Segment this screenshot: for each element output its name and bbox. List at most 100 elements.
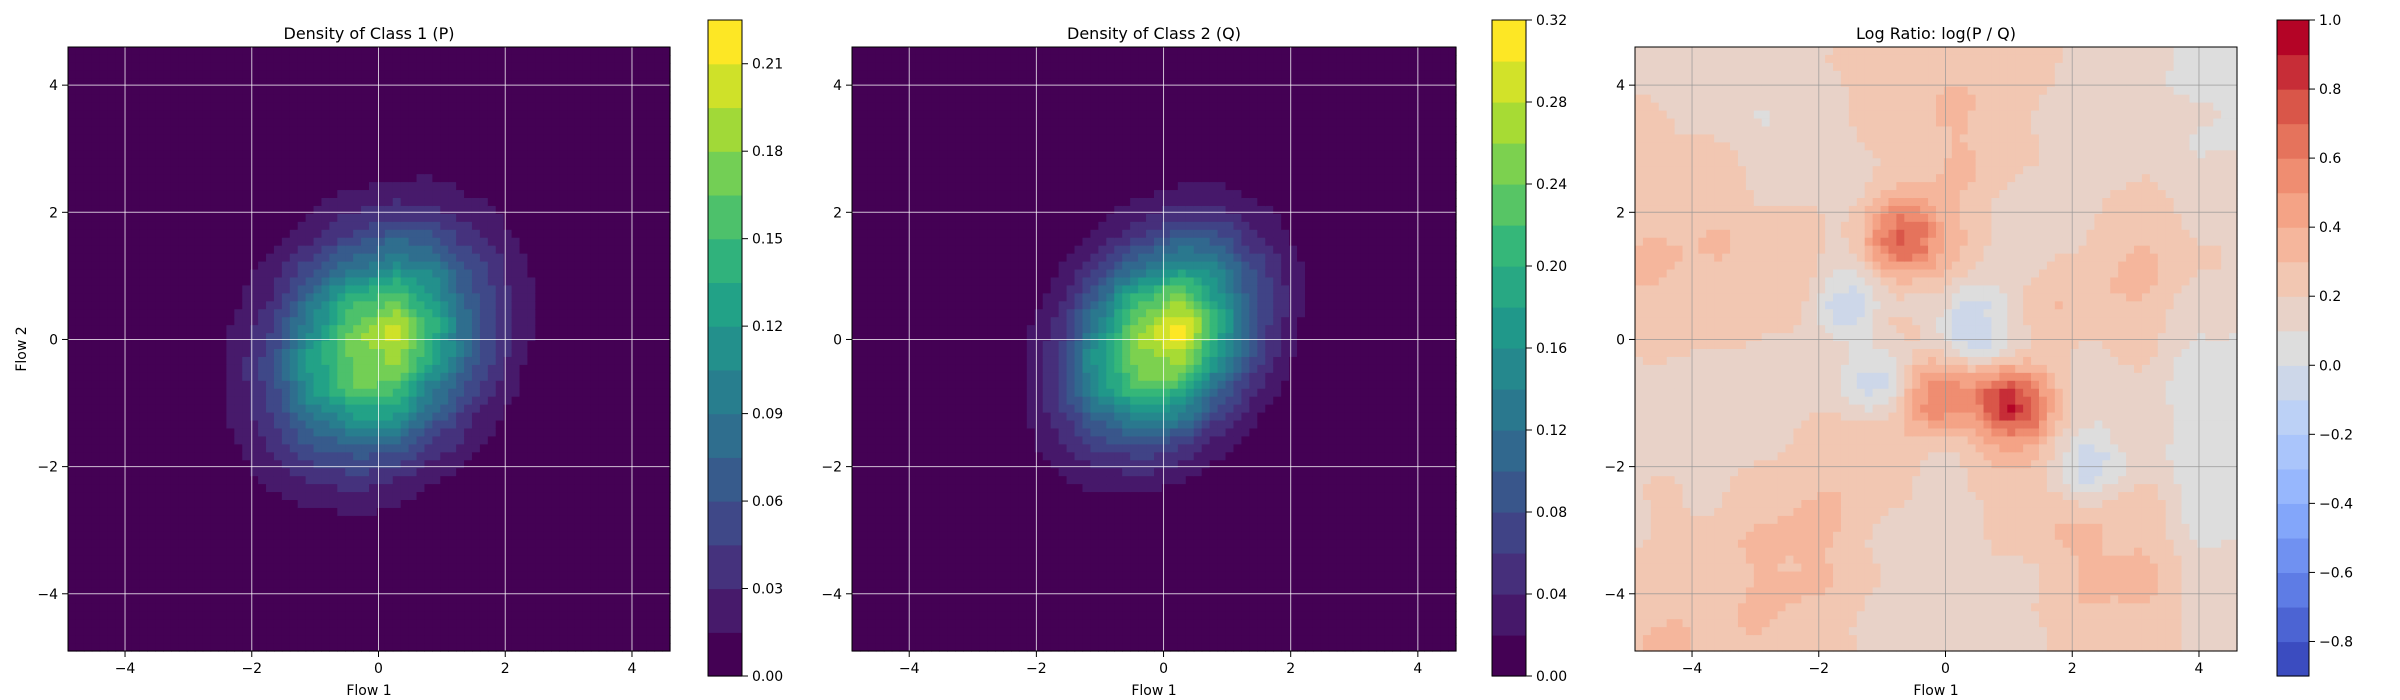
- heatmap-cell: [242, 70, 251, 80]
- heatmap-cell: [574, 221, 584, 231]
- heatmap-cell: [289, 198, 299, 207]
- heatmap-cell: [234, 372, 243, 382]
- heatmap-cell: [258, 325, 267, 334]
- heatmap-cell: [115, 500, 125, 509]
- heatmap-cell: [321, 190, 330, 199]
- heatmap-cell: [487, 643, 497, 652]
- heatmap-cell: [273, 364, 283, 374]
- heatmap-cell: [511, 595, 521, 604]
- heatmap-cell: [178, 213, 188, 223]
- heatmap-cell: [91, 579, 101, 589]
- heatmap-cell: [226, 110, 235, 120]
- heatmap-cell: [202, 118, 212, 128]
- heatmap-cell: [487, 166, 497, 175]
- heatmap-cell: [408, 444, 418, 453]
- heatmap-cell: [559, 221, 568, 231]
- heatmap-cell: [83, 547, 93, 557]
- heatmap-cell: [91, 325, 101, 334]
- heatmap-cell: [273, 452, 283, 461]
- heatmap-cell: [194, 412, 204, 422]
- heatmap-cell: [535, 563, 544, 573]
- heatmap-cell: [543, 182, 552, 191]
- heatmap-cell: [321, 619, 330, 628]
- heatmap-cell: [218, 190, 228, 199]
- heatmap-cell: [416, 356, 426, 366]
- heatmap-cell: [194, 293, 204, 302]
- heatmap-cell: [400, 603, 410, 612]
- heatmap-cell: [258, 245, 267, 255]
- heatmap-cell: [242, 492, 251, 501]
- heatmap-cell: [503, 142, 513, 151]
- heatmap-cell: [75, 643, 85, 652]
- heatmap-cell: [155, 587, 164, 596]
- heatmap-cell: [511, 372, 521, 382]
- heatmap-cell: [147, 587, 156, 596]
- heatmap-cell: [511, 341, 521, 350]
- heatmap-cell: [582, 198, 592, 207]
- heatmap-cell: [574, 166, 584, 175]
- heatmap-cell: [464, 396, 473, 406]
- heatmap-cell: [139, 102, 148, 112]
- heatmap-cell: [551, 70, 560, 80]
- heatmap-cell: [115, 94, 125, 104]
- heatmap-cell: [495, 118, 505, 128]
- heatmap-cell: [369, 237, 378, 247]
- heatmap-cell: [115, 229, 125, 239]
- heatmap-cell: [321, 150, 330, 159]
- heatmap-cell: [353, 619, 362, 628]
- heatmap-cell: [471, 190, 481, 199]
- heatmap-cell: [178, 325, 188, 334]
- heatmap-cell: [178, 269, 188, 279]
- heatmap-cell: [448, 134, 457, 143]
- heatmap-cell: [226, 476, 235, 485]
- heatmap-cell: [266, 571, 275, 581]
- heatmap-cell: [75, 468, 85, 477]
- heatmap-cell: [68, 643, 77, 652]
- heatmap-cell: [361, 110, 370, 120]
- heatmap-cell: [321, 229, 330, 239]
- heatmap-cell: [234, 539, 243, 549]
- heatmap-cell: [91, 627, 101, 636]
- heatmap-cell: [266, 317, 275, 326]
- heatmap-cell: [503, 579, 513, 589]
- heatmap-cell: [416, 420, 426, 430]
- heatmap-cell: [83, 54, 93, 64]
- heatmap-cell: [75, 507, 85, 517]
- heatmap-cell: [535, 86, 544, 96]
- heatmap-cell: [218, 603, 228, 612]
- heatmap-cell: [163, 182, 172, 191]
- heatmap-cell: [559, 635, 568, 644]
- heatmap-cell: [511, 587, 521, 596]
- heatmap-cell: [210, 436, 220, 445]
- heatmap-cell: [218, 515, 228, 525]
- heatmap-cell: [210, 118, 220, 128]
- heatmap-cell: [281, 277, 291, 287]
- heatmap-cell: [456, 476, 465, 485]
- heatmap-cell: [234, 86, 243, 96]
- heatmap-cell: [218, 555, 228, 565]
- heatmap-cell: [258, 507, 267, 517]
- heatmap-cell: [163, 126, 172, 136]
- heatmap-cell: [186, 595, 196, 604]
- heatmap-cell: [266, 325, 275, 334]
- heatmap-cell: [170, 261, 180, 271]
- heatmap-cell: [75, 388, 85, 398]
- heatmap-cell: [250, 325, 259, 334]
- heatmap-cell: [456, 555, 465, 565]
- heatmap-cell: [519, 476, 529, 485]
- heatmap-cell: [567, 412, 576, 422]
- heatmap-cell: [559, 563, 568, 573]
- heatmap-cell: [511, 364, 521, 374]
- heatmap-cell: [170, 253, 180, 263]
- heatmap-cell: [408, 333, 418, 342]
- heatmap-cell: [234, 134, 243, 143]
- heatmap-cell: [234, 213, 243, 223]
- heatmap-cell: [186, 110, 196, 120]
- heatmap-cell: [139, 468, 148, 477]
- heatmap-cell: [345, 452, 354, 461]
- heatmap-cell: [471, 158, 481, 167]
- heatmap-cell: [218, 245, 228, 255]
- heatmap-cell: [329, 571, 338, 581]
- heatmap-cell: [83, 261, 93, 271]
- heatmap-cell: [242, 47, 251, 56]
